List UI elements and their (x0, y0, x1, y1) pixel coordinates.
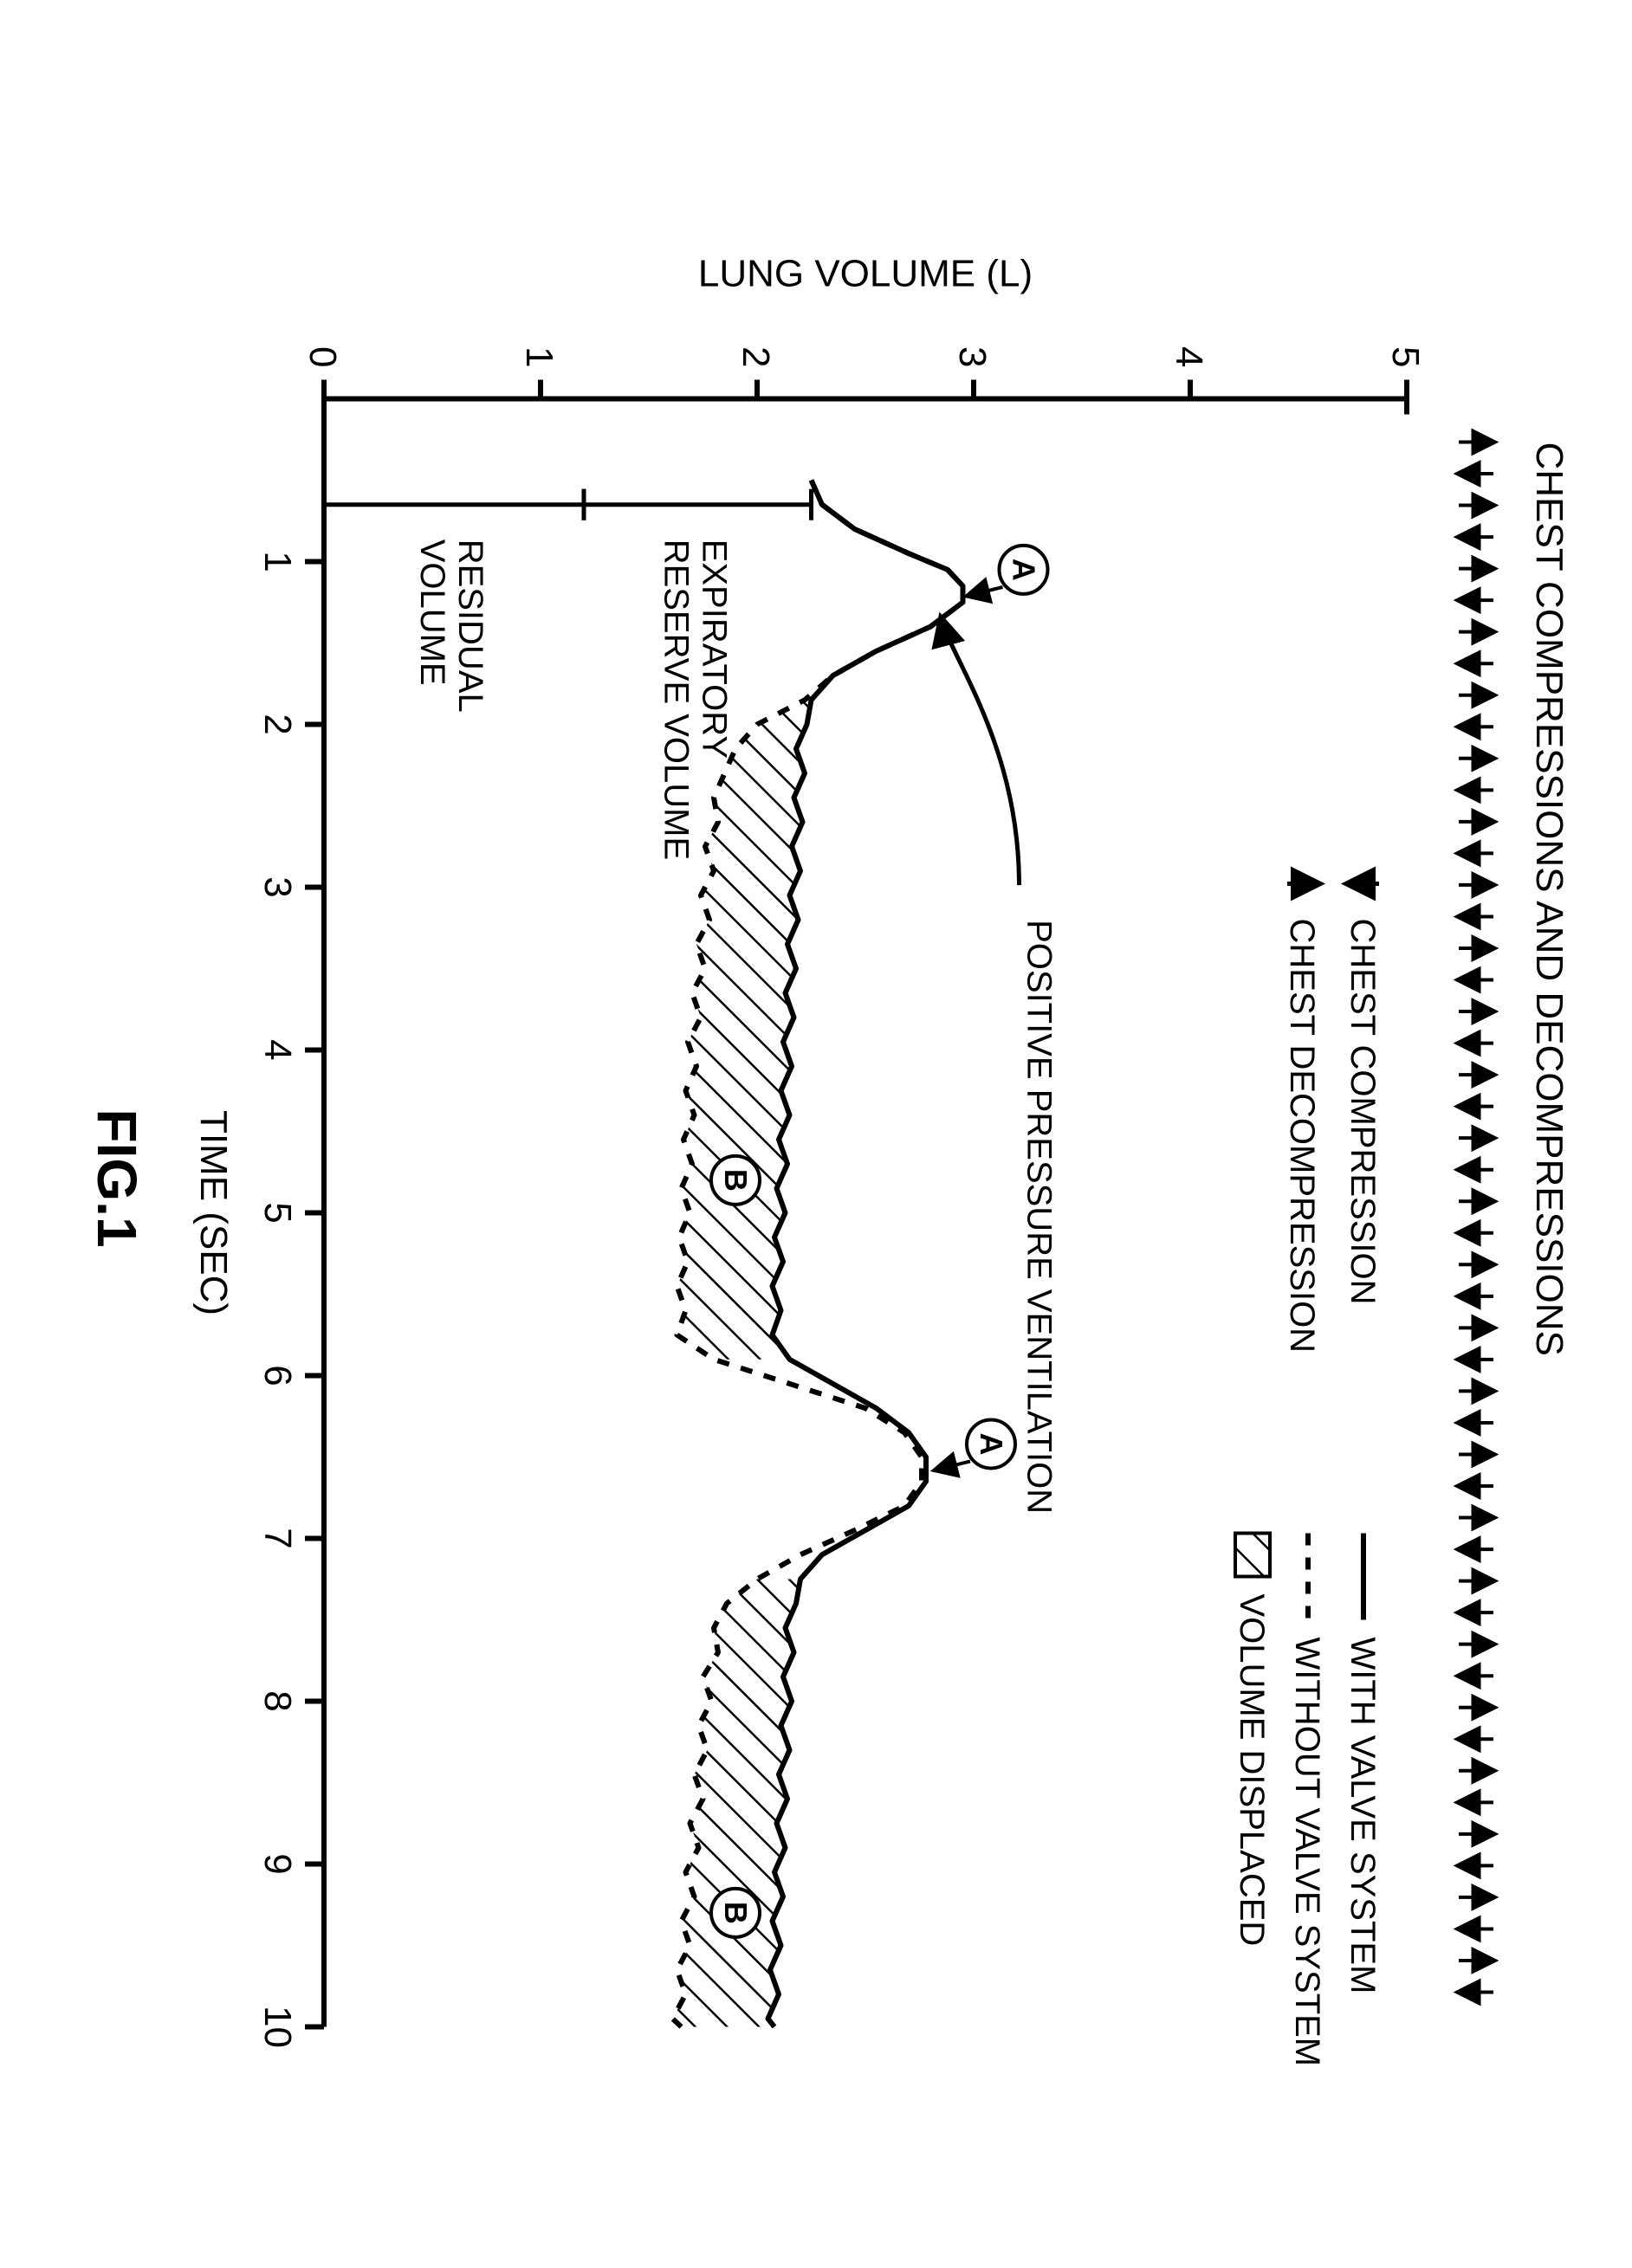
legend-decompression: CHEST DECOMPRESSION (1283, 918, 1321, 1353)
y-tick-label: 5 (1384, 346, 1427, 367)
legend-displaced: VOLUME DISPLACED (1233, 1593, 1271, 1946)
x-tick-label: 3 (256, 876, 299, 897)
legend-hatch-swatch (1235, 1533, 1270, 1576)
annotation-ppv: POSITIVE PRESSURE VENTILATION (1020, 920, 1059, 1514)
svg-text:B: B (718, 1168, 754, 1191)
y-tick-label: 0 (301, 346, 344, 367)
y-tick-label: 2 (735, 346, 777, 367)
svg-text:B: B (718, 1901, 754, 1923)
x-tick-label: 9 (256, 1853, 299, 1874)
header-title: CHEST COMPRESSIONS AND DECOMPRESSIONS (1528, 442, 1570, 1355)
legend-without-valve: WITHOUT VALVE SYSTEM (1288, 1637, 1326, 2066)
x-tick-label: 5 (256, 1202, 299, 1223)
annotation-rv: RESIDUAL (451, 539, 489, 712)
y-tick-label: 3 (951, 346, 994, 367)
ppv-leader-arrow (942, 618, 1020, 885)
chart-svg: CHEST COMPRESSIONS AND DECOMPRESSIONS CHE… (0, 0, 1632, 2268)
x-tick-label: 8 (256, 1690, 299, 1711)
y-tick-label: 4 (1168, 346, 1210, 367)
svg-text:A: A (1007, 558, 1042, 580)
legend-compression: CHEST COMPRESSION (1344, 918, 1382, 1304)
x-tick-label: 2 (256, 714, 299, 734)
annotation-erv: RESERVE VOLUME (657, 539, 695, 860)
displaced-volume-region (673, 1579, 801, 2026)
figure-caption: FIG.1 (85, 1108, 149, 1247)
annotation-erv: EXPIRATORY (695, 539, 733, 758)
legend-with-valve: WITH VALVE SYSTEM (1344, 1637, 1382, 1993)
y-tick-label: 1 (518, 346, 560, 367)
annotation-rv: VOLUME (413, 539, 451, 685)
x-axis-label: TIME (SEC) (192, 1109, 235, 1315)
x-tick-label: 1 (256, 551, 299, 572)
x-tick-label: 10 (256, 2006, 299, 2048)
x-tick-label: 4 (256, 1039, 299, 1060)
page: CHEST COMPRESSIONS AND DECOMPRESSIONS CHE… (0, 0, 1632, 2268)
y-axis-label: LUNG VOLUME (L) (698, 252, 1033, 294)
x-tick-label: 6 (256, 1365, 299, 1386)
svg-text:A: A (974, 1432, 1009, 1455)
x-tick-label: 7 (256, 1528, 299, 1548)
rotated-canvas: CHEST COMPRESSIONS AND DECOMPRESSIONS CHE… (0, 0, 1632, 2268)
